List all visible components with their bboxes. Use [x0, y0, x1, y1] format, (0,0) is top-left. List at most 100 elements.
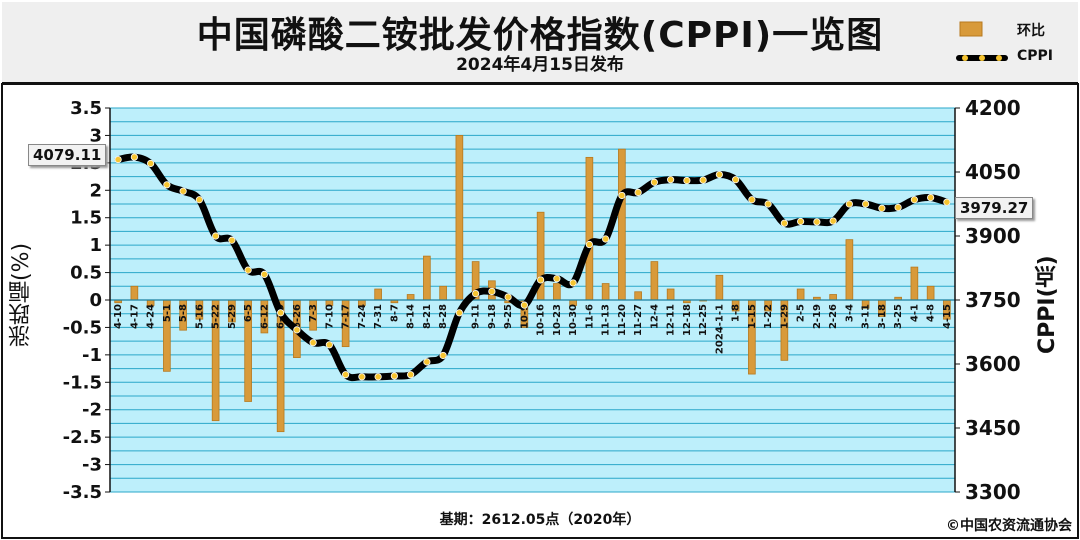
- legend-bar-label: 环比: [1017, 23, 1045, 39]
- x-tick-label: 5-16: [194, 304, 205, 329]
- right-tick-label: 3600: [965, 352, 1021, 376]
- legend-line-swatch: [956, 55, 1008, 61]
- left-tick-label: -0.5: [63, 317, 102, 338]
- cppi-point-3-25: [894, 203, 902, 212]
- cppi-point-5-8: [179, 187, 187, 195]
- cppi-point-10-9: [520, 301, 528, 309]
- cppi-point-4-8: [927, 194, 935, 202]
- x-tick-label: 5-22: [211, 304, 222, 329]
- x-tick-label: 4-1: [909, 304, 920, 322]
- x-tick-label: 1-15: [747, 304, 758, 329]
- cppi-point-2024-1-1: [715, 170, 723, 179]
- cppi-point-4-10: [114, 155, 122, 164]
- cppi-point-5-1: [163, 181, 171, 189]
- x-tick-label: 9-11: [471, 304, 482, 329]
- cppi-point-5-29: [228, 236, 236, 244]
- bar-3-4: [845, 239, 854, 301]
- x-tick-label: 3-18: [877, 304, 888, 329]
- legend-item-bar: 环比: [955, 20, 1075, 40]
- x-tick-label: 11-13: [601, 304, 612, 336]
- cppi-point-4-15: [943, 198, 951, 206]
- right-tick-label: 3750: [965, 288, 1021, 312]
- callout-last-value: 3979.27: [955, 197, 1034, 219]
- cppi-point-11-13: [602, 235, 610, 243]
- bar-2-5: [796, 288, 805, 301]
- x-tick-label: 1-8: [731, 304, 742, 322]
- cppi-point-2-19: [813, 218, 821, 226]
- cppi-point-10-23: [553, 275, 561, 283]
- x-tick-label: 10-30: [568, 304, 579, 336]
- x-tick-label: 3-25: [893, 304, 904, 329]
- x-tick-label: 7-10: [324, 304, 335, 329]
- cppi-point-11-20: [618, 191, 626, 200]
- cppi-point-7-24: [358, 373, 366, 381]
- left-tick-label: -1.5: [63, 372, 102, 393]
- cppi-point-4-17: [130, 153, 138, 161]
- x-tick-label: 9-18: [487, 304, 498, 329]
- left-tick-label: 1.5: [70, 208, 102, 229]
- x-tick-label: 12-4: [649, 304, 660, 329]
- left-tick-label: 3.5: [70, 98, 102, 119]
- cppi-point-9-18: [488, 287, 496, 296]
- cppi-point-3-18: [878, 204, 886, 212]
- left-tick-label: -2: [82, 400, 102, 421]
- cppi-point-6-26: [293, 326, 301, 334]
- cppi-point-12-25: [699, 176, 707, 184]
- bar-8-14: [406, 294, 415, 301]
- cppi-point-1-22: [764, 200, 772, 208]
- left-tick-label: -3.5: [63, 482, 102, 503]
- x-tick-label: 11-27: [633, 304, 644, 336]
- x-tick-label: 7-17: [341, 304, 352, 329]
- right-tick-label: 3450: [965, 416, 1021, 440]
- bar-9-4: [455, 135, 464, 301]
- x-tick-label: 8-7: [389, 304, 400, 322]
- cppi-point-6-19: [277, 309, 285, 317]
- cppi-point-11-6: [585, 240, 593, 249]
- bar-12-11: [666, 288, 675, 301]
- cppi-line: [114, 153, 951, 382]
- x-tick-label: 5-1: [162, 304, 173, 322]
- cppi-point-8-28: [439, 351, 447, 360]
- bar-11-27: [634, 291, 642, 301]
- cppi-point-12-11: [667, 176, 675, 184]
- callout-first-value: 4079.11: [28, 144, 107, 166]
- cppi-point-12-4: [650, 178, 658, 186]
- x-tick-label: 2-19: [812, 304, 823, 329]
- left-tick-label: 1: [89, 235, 102, 256]
- x-tick-label: 4-10: [113, 304, 124, 329]
- right-tick-label: 3900: [965, 224, 1021, 248]
- cppi-point-3-11: [862, 200, 870, 208]
- cppi-point-6-5: [244, 266, 252, 274]
- footer-copyright: ©中国农资流通协会: [946, 518, 1072, 534]
- x-tick-label: 7-31: [373, 304, 384, 329]
- cppi-point-9-4: [455, 309, 463, 317]
- bar-2024-1-1: [715, 274, 724, 301]
- x-tick-label: 1-22: [763, 304, 774, 329]
- legend-bar-swatch: [959, 21, 983, 37]
- bar-8-21: [423, 255, 431, 301]
- cppi-point-9-11: [472, 289, 480, 298]
- cppi-point-7-3: [309, 339, 317, 347]
- cppi-point-5-16: [195, 196, 203, 204]
- cppi-point-4-24: [147, 159, 155, 168]
- x-tick-label: 6-12: [259, 304, 270, 329]
- x-tick-label: 2024-1-1: [714, 304, 725, 354]
- legend-line-label: CPPI: [1017, 48, 1054, 64]
- cppi-point-6-12: [260, 270, 268, 278]
- right-tick-label: 4050: [965, 160, 1021, 184]
- cppi-point-2-26: [829, 217, 837, 225]
- bar-4-17: [130, 285, 139, 301]
- left-tick-label: 0: [89, 290, 102, 311]
- cppi-point-7-10: [325, 341, 333, 349]
- bar-11-6: [585, 156, 594, 301]
- cppi-point-10-30: [569, 279, 577, 287]
- bar-4-1: [910, 266, 919, 301]
- cppi-point-1-15: [748, 196, 756, 204]
- chart-border: [1, 83, 1079, 539]
- right-axis-label: CPPI(点): [1035, 255, 1060, 355]
- x-tick-label: 6-5: [243, 304, 254, 322]
- x-tick-label: 12-18: [682, 304, 693, 336]
- x-tick-label: 7-3: [308, 304, 319, 322]
